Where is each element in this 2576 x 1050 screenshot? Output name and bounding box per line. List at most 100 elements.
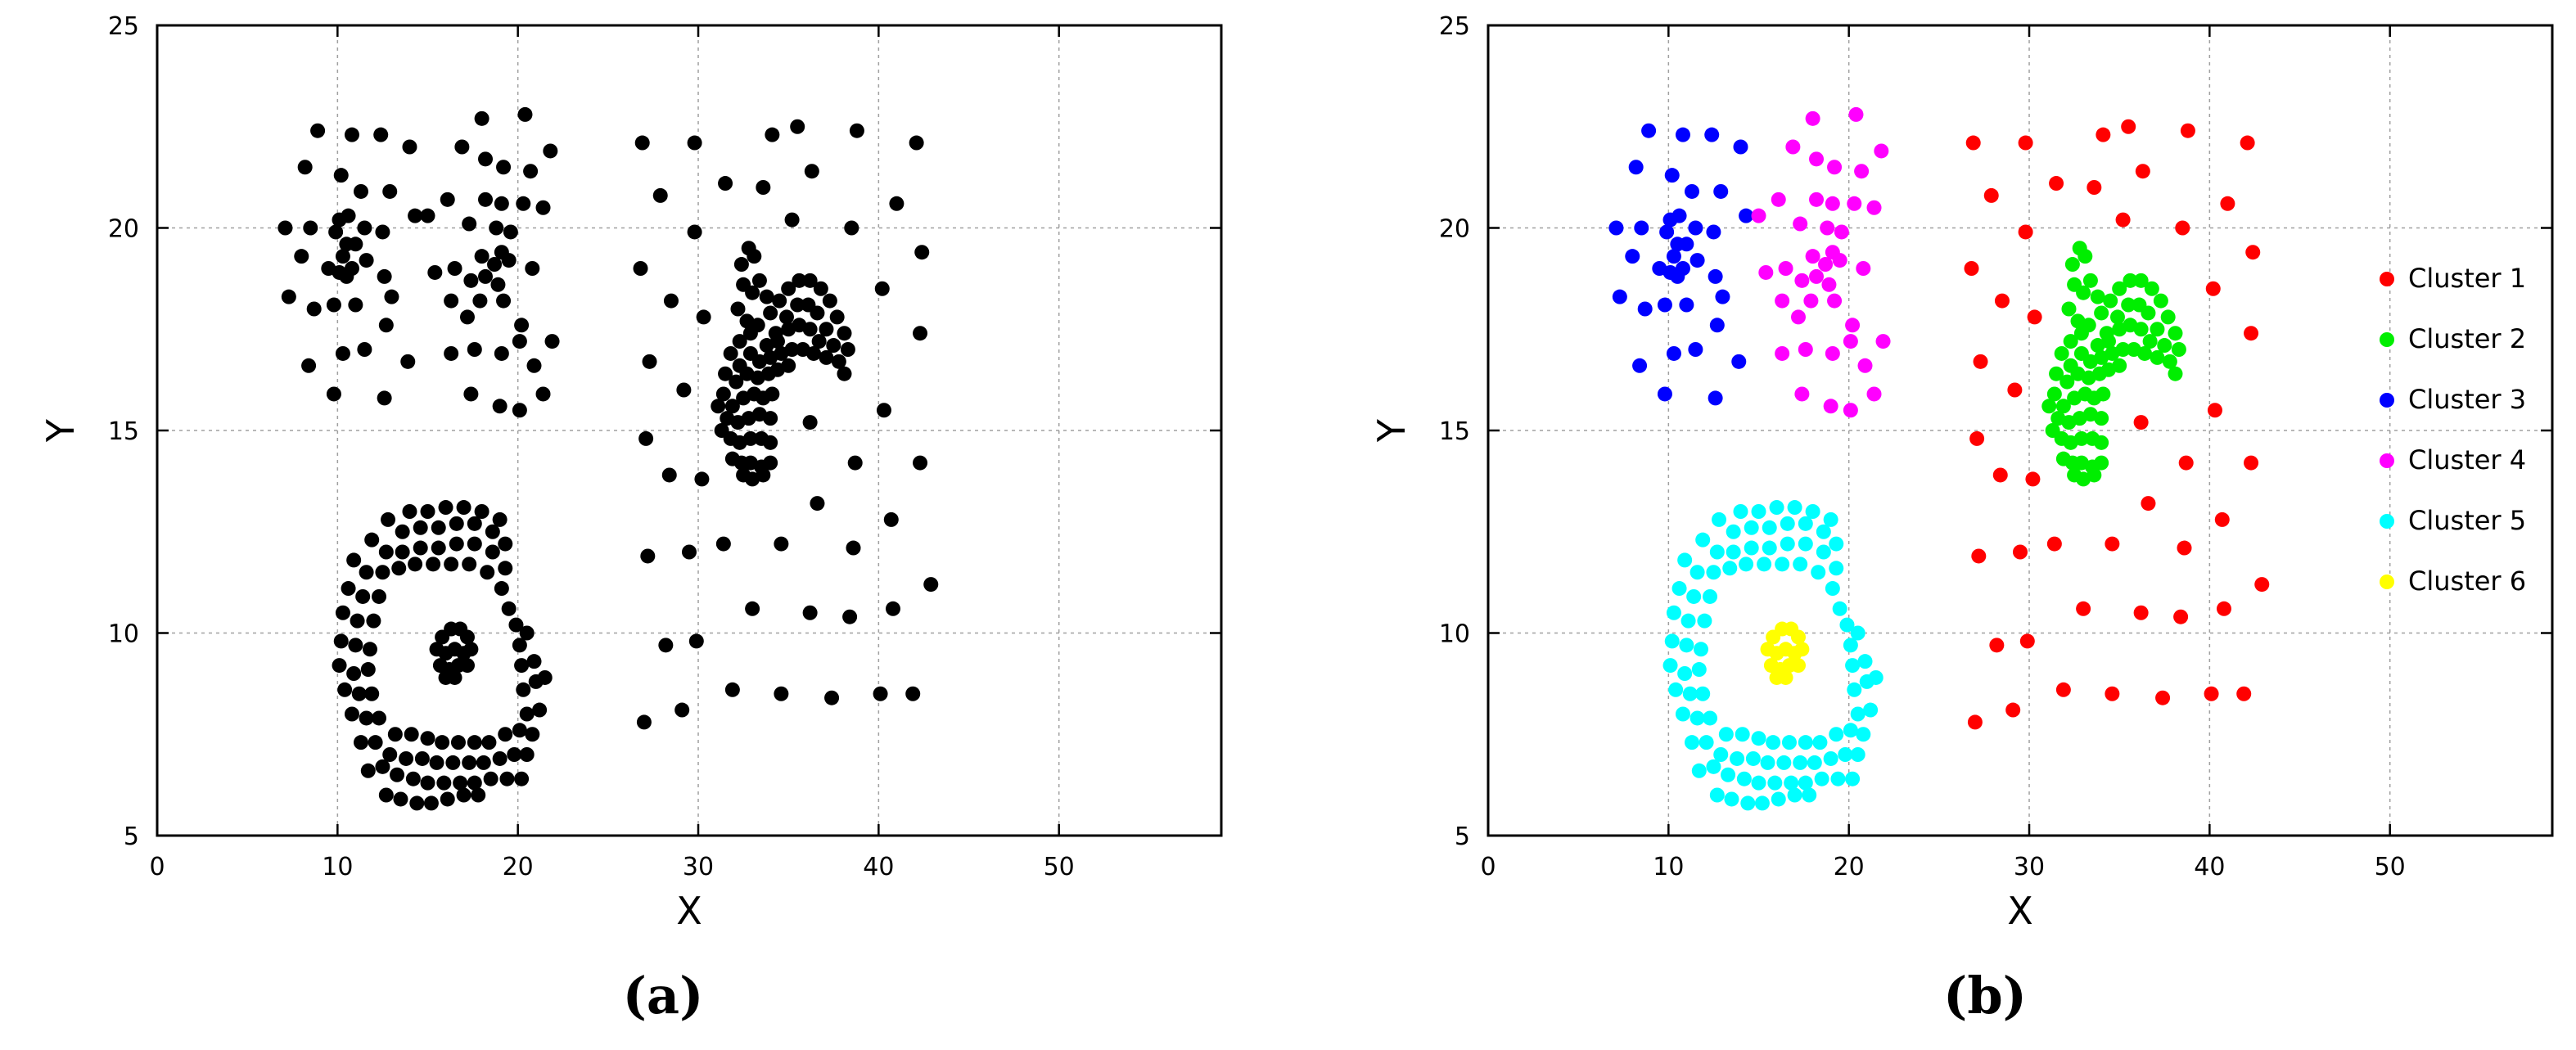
data-point-c5 bbox=[1718, 727, 1734, 742]
data-point-c2 bbox=[2046, 386, 2062, 402]
data-point bbox=[303, 220, 318, 236]
data-point bbox=[804, 164, 819, 179]
data-point-c5 bbox=[1823, 511, 1838, 527]
data-point bbox=[359, 710, 374, 726]
x-tick-label: 20 bbox=[1834, 853, 1865, 881]
data-point bbox=[784, 212, 800, 228]
data-point-c1 bbox=[2055, 682, 2071, 697]
data-point-c1 bbox=[1989, 638, 2005, 653]
data-point bbox=[328, 224, 344, 240]
data-point-c4 bbox=[1843, 403, 1858, 418]
data-point bbox=[682, 544, 697, 560]
data-point bbox=[364, 532, 380, 548]
data-point-c5 bbox=[1709, 787, 1725, 803]
data-point-c3 bbox=[1670, 268, 1685, 284]
data-point-c2 bbox=[2073, 326, 2089, 341]
data-point-c3 bbox=[1731, 354, 1747, 369]
data-point bbox=[427, 264, 443, 280]
data-point-c5 bbox=[1829, 536, 1844, 552]
data-point-c4 bbox=[1857, 358, 1873, 373]
data-point bbox=[489, 220, 504, 236]
data-point bbox=[503, 224, 518, 240]
data-point bbox=[715, 536, 731, 552]
data-point-c5 bbox=[1740, 795, 1756, 811]
data-point-c3 bbox=[1688, 342, 1703, 357]
data-point-c5 bbox=[1775, 557, 1790, 572]
data-point-c2 bbox=[2049, 366, 2064, 381]
data-point bbox=[485, 544, 500, 560]
data-point-c1 bbox=[2180, 123, 2195, 138]
data-point-c2 bbox=[2094, 305, 2109, 321]
data-point bbox=[516, 196, 531, 211]
data-point bbox=[472, 293, 488, 309]
data-point-c5 bbox=[1709, 544, 1725, 560]
data-point-c3 bbox=[1675, 127, 1690, 142]
data-point-c4 bbox=[1771, 192, 1786, 207]
data-point bbox=[474, 110, 489, 126]
data-point bbox=[444, 293, 459, 309]
x-tick-label: 30 bbox=[683, 853, 714, 881]
x-tick-label: 40 bbox=[2194, 853, 2225, 881]
data-point bbox=[487, 257, 503, 273]
data-point-c5 bbox=[1712, 511, 1727, 527]
data-point bbox=[837, 366, 852, 381]
data-point bbox=[652, 187, 668, 203]
data-point-c5 bbox=[1847, 682, 1862, 697]
panel-label: (a) bbox=[623, 966, 704, 1025]
data-point bbox=[718, 176, 733, 192]
data-point-c1 bbox=[2121, 119, 2136, 134]
data-point-c5 bbox=[1682, 686, 1698, 701]
data-point bbox=[426, 557, 441, 572]
data-point-c5 bbox=[1684, 735, 1699, 750]
data-point bbox=[742, 430, 758, 446]
data-point-c2 bbox=[2096, 386, 2111, 402]
data-point bbox=[687, 224, 702, 240]
data-point bbox=[420, 208, 435, 223]
data-point-c5 bbox=[1829, 727, 1844, 742]
data-point bbox=[756, 467, 771, 483]
data-point-c3 bbox=[1657, 386, 1672, 402]
data-point bbox=[813, 281, 828, 296]
legend-label: Cluster 2 bbox=[2408, 323, 2526, 354]
data-point bbox=[778, 309, 794, 325]
data-point-c1 bbox=[1992, 467, 2008, 483]
data-point bbox=[763, 305, 778, 321]
data-point-c5 bbox=[1825, 581, 1840, 597]
data-point-c4 bbox=[1778, 261, 1793, 276]
y-tick-label: 10 bbox=[108, 620, 139, 649]
data-point-c5 bbox=[1724, 791, 1739, 807]
data-point-c5 bbox=[1830, 771, 1846, 786]
data-point bbox=[763, 435, 778, 450]
data-point-c2 bbox=[2133, 273, 2149, 288]
y-tick-label: 20 bbox=[108, 215, 139, 244]
data-point bbox=[297, 160, 313, 175]
data-point-c5 bbox=[1807, 755, 1822, 770]
data-point bbox=[537, 669, 553, 685]
data-point bbox=[742, 326, 758, 341]
legend-label: Cluster 1 bbox=[2408, 263, 2526, 294]
data-point bbox=[467, 775, 482, 791]
data-point bbox=[873, 686, 888, 701]
data-point bbox=[281, 289, 296, 304]
data-point-c5 bbox=[1787, 787, 1802, 803]
legend-marker bbox=[2380, 453, 2394, 468]
data-point bbox=[480, 565, 495, 580]
data-point bbox=[526, 358, 542, 373]
data-point bbox=[913, 326, 928, 341]
data-point-c5 bbox=[1857, 654, 1873, 669]
data-point-c5 bbox=[1677, 666, 1693, 681]
data-point-c4 bbox=[1798, 342, 1813, 357]
legend-marker bbox=[2380, 272, 2394, 286]
data-point bbox=[831, 354, 846, 369]
data-point bbox=[909, 135, 924, 151]
data-point-c5 bbox=[1868, 669, 1884, 685]
data-point bbox=[409, 795, 425, 811]
data-point bbox=[440, 791, 455, 807]
data-point bbox=[494, 345, 509, 361]
data-point bbox=[405, 771, 421, 786]
data-point-c5 bbox=[1677, 552, 1693, 568]
data-point-c3 bbox=[1709, 318, 1725, 333]
data-point bbox=[507, 747, 522, 762]
data-point-c2 bbox=[2041, 399, 2057, 414]
data-point bbox=[436, 775, 452, 791]
